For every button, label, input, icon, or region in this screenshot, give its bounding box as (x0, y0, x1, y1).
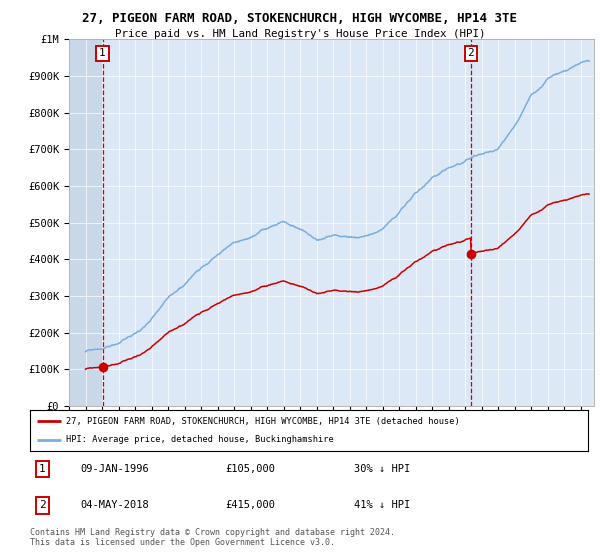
Text: £415,000: £415,000 (226, 501, 275, 510)
Text: £105,000: £105,000 (226, 464, 275, 474)
Text: Contains HM Land Registry data © Crown copyright and database right 2024.
This d: Contains HM Land Registry data © Crown c… (30, 528, 395, 547)
Text: 1: 1 (99, 48, 106, 58)
Text: HPI: Average price, detached house, Buckinghamshire: HPI: Average price, detached house, Buck… (66, 436, 334, 445)
Text: 41% ↓ HPI: 41% ↓ HPI (353, 501, 410, 510)
Text: 27, PIGEON FARM ROAD, STOKENCHURCH, HIGH WYCOMBE, HP14 3TE (detached house): 27, PIGEON FARM ROAD, STOKENCHURCH, HIGH… (66, 417, 460, 426)
Text: 1: 1 (39, 464, 46, 474)
Text: 2: 2 (467, 48, 474, 58)
Text: 30% ↓ HPI: 30% ↓ HPI (353, 464, 410, 474)
Text: 27, PIGEON FARM ROAD, STOKENCHURCH, HIGH WYCOMBE, HP14 3TE: 27, PIGEON FARM ROAD, STOKENCHURCH, HIGH… (83, 12, 517, 25)
Text: Price paid vs. HM Land Registry's House Price Index (HPI): Price paid vs. HM Land Registry's House … (115, 29, 485, 39)
Bar (69, 39, 103, 406)
Text: 09-JAN-1996: 09-JAN-1996 (80, 464, 149, 474)
Text: 04-MAY-2018: 04-MAY-2018 (80, 501, 149, 510)
Text: 2: 2 (39, 501, 46, 510)
